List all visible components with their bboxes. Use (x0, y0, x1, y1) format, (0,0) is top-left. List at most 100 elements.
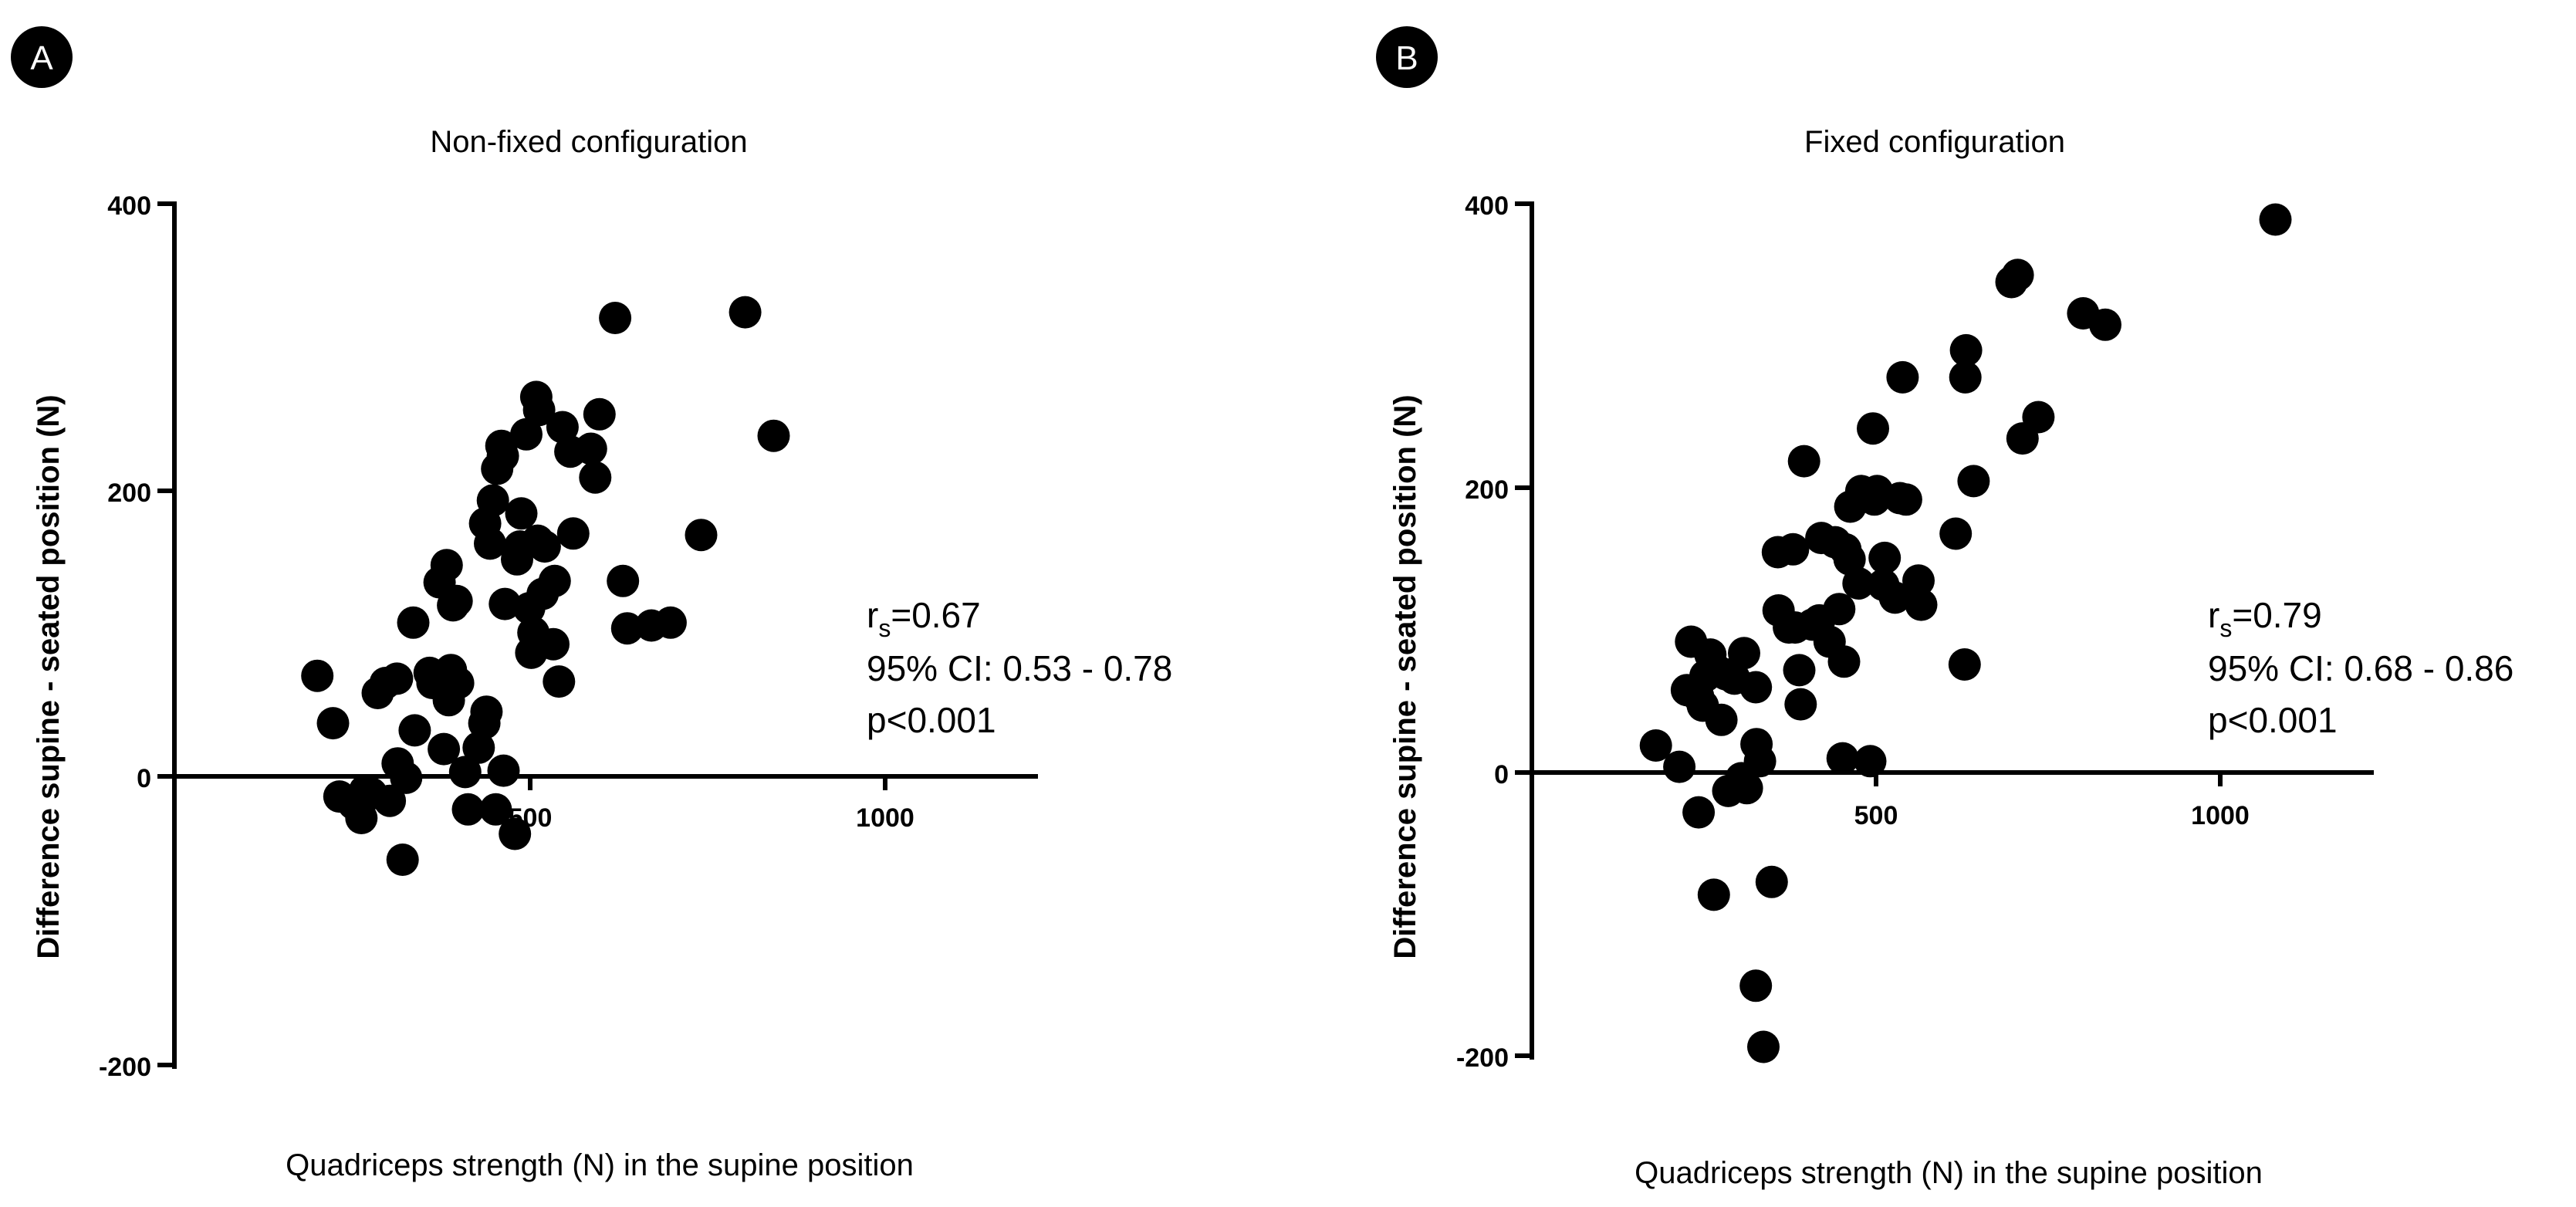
panel-a-points (301, 296, 790, 876)
panel-b-title: Fixed configuration (1804, 125, 2065, 159)
panel-a-y-ticks: 400 200 0 -200 (99, 191, 174, 1082)
panel-a-data-point-57 (546, 411, 579, 444)
panel-b-y-ticks: 400 200 0 -200 (1456, 191, 1532, 1073)
panel-a: A Non-fixed configuration Difference sup… (11, 26, 1172, 1182)
panel-a-r-value: =0.67 (891, 595, 980, 635)
panel-b-data-point-54 (1886, 360, 1919, 394)
panel-a-data-point-39 (487, 754, 520, 787)
panel-a-data-point-21 (430, 549, 463, 582)
panel-b-data-point-2 (1663, 750, 1696, 783)
panel-a-data-point-53 (528, 530, 561, 563)
panel-a-data-point-11 (380, 662, 414, 695)
panel-a-x-ticks: 500 1000 (509, 776, 914, 833)
panel-b-data-point-60 (1949, 360, 1982, 394)
panel-b-data-point-47 (1857, 412, 1889, 445)
panel-a-data-point-54 (537, 627, 570, 661)
panel-b-correlation: rs=0.79 (2208, 595, 2322, 642)
panel-a-y-tick-label-200: 200 (107, 478, 151, 508)
panel-a-data-point-51 (522, 394, 556, 427)
panel-b-data-point-39 (1826, 742, 1859, 775)
panel-a-y-axis-title: Difference supine - seated position (N) (32, 394, 66, 958)
panel-a-data-point-61 (579, 461, 612, 494)
panel-a-x-axis-title: Quadriceps strength (N) in the supine po… (286, 1148, 914, 1182)
panel-b-data-point-18 (1730, 772, 1763, 805)
panel-b-y-axis-title: Difference supine - seated position (N) (1388, 394, 1422, 958)
panel-b-r-subscript: s (2219, 614, 2232, 642)
panel-b-data-point-31 (1784, 688, 1817, 721)
panel-b-data-point-58 (1939, 517, 1973, 550)
panel-a-x-tick-label-1000: 1000 (856, 803, 914, 833)
panel-b-data-point-30 (1783, 654, 1816, 687)
panel-b-data-point-55 (1889, 483, 1922, 516)
panel-b-y-tick-label-400: 400 (1465, 191, 1509, 221)
panel-b-r-value: =0.79 (2232, 595, 2321, 635)
panel-a-data-point-20 (428, 732, 461, 766)
panel-b-data-point-10 (1697, 878, 1730, 911)
panel-a-data-point-44 (505, 497, 538, 530)
panel-b-p-value: p<0.001 (2208, 700, 2338, 740)
panel-a-data-point-55 (538, 564, 571, 597)
panel-a-y-tick-label-400: 400 (107, 191, 151, 221)
panel-a-data-point-14 (390, 761, 423, 794)
panel-b-data-point-1 (1639, 729, 1672, 762)
panel-b-data-point-69 (2259, 203, 2292, 236)
panel-a-data-point-33 (474, 527, 506, 560)
panel-a-data-point-70 (757, 419, 790, 452)
panel-b-data-point-32 (1787, 445, 1820, 478)
panel-a-data-point-10 (374, 784, 407, 817)
panel-b-data-point-6 (1682, 796, 1716, 829)
panel-a-data-point-1 (301, 659, 334, 692)
panel-a-r-subscript: s (878, 614, 891, 642)
panel-a-badge (11, 26, 73, 88)
panel-a-y-tick-label-0: 0 (137, 764, 151, 793)
panel-b-data-point-52 (1878, 581, 1912, 614)
panel-a-label: A (30, 39, 53, 77)
panel-a-data-point-68 (685, 519, 718, 552)
panel-a-title: Non-fixed configuration (430, 125, 747, 159)
panel-a-data-point-2 (316, 707, 350, 740)
panel-a-data-point-5 (345, 802, 378, 834)
panel-b-data-point-56 (1902, 564, 1935, 597)
panel-a-data-point-13 (386, 844, 419, 876)
panel-a-data-point-16 (398, 714, 431, 747)
panel-b-data-point-20 (1739, 969, 1773, 1002)
panel-b-y-tick-label-200: 200 (1465, 475, 1509, 505)
panel-b-r-prefix: r (2208, 595, 2219, 635)
panel-a-y-tick-label-minus-200: -200 (99, 1053, 151, 1082)
panel-a-data-point-27 (448, 756, 482, 789)
panel-a-data-point-56 (543, 665, 576, 698)
panel-b-data-point-24 (1755, 865, 1788, 898)
panel-a-data-point-64 (607, 564, 640, 597)
panel-b-y-tick-label-minus-200: -200 (1456, 1043, 1509, 1073)
panel-b-badge (1376, 26, 1438, 88)
panel-a-data-point-62 (583, 397, 616, 431)
panel-b-data-point-62 (1957, 465, 1990, 498)
panel-a-data-point-59 (556, 517, 590, 550)
panel-a-data-point-63 (599, 302, 632, 334)
panel-a-data-point-67 (654, 606, 687, 639)
panel-b-data-point-28 (1776, 532, 1810, 566)
panel-a-data-point-41 (499, 817, 532, 850)
panel-b-data-point-51 (1868, 541, 1902, 574)
panel-b-y-tick-label-0: 0 (1494, 760, 1509, 789)
panel-b-confidence-interval: 95% CI: 0.68 - 0.86 (2208, 648, 2513, 688)
panel-b-data-point-46 (1854, 745, 1887, 778)
panel-b-data-point-44 (1842, 567, 1875, 600)
panel-b-label: B (1395, 39, 1418, 77)
panel-a-data-point-34 (476, 484, 509, 517)
panel-b-data-point-23 (1747, 1030, 1780, 1063)
panel-a-data-point-45 (510, 418, 543, 451)
panel-a-data-point-60 (574, 432, 607, 465)
panel-b-data-point-59 (1948, 648, 1981, 681)
panel-b-x-ticks: 500 1000 (1854, 773, 2250, 830)
panel-b-data-point-61 (1949, 333, 1983, 367)
panel-a-data-point-65 (610, 612, 644, 645)
panel-b-data-point-17 (1728, 637, 1760, 670)
panel-b-data-point-66 (2022, 401, 2055, 434)
panel-a-data-point-25 (440, 584, 473, 617)
panel-a-data-point-38 (486, 439, 519, 472)
panel-a-data-point-26 (441, 667, 475, 699)
panel-a-data-point-15 (397, 606, 430, 639)
panel-b: B Fixed configuration Difference supine … (1376, 26, 2513, 1190)
panel-b-x-axis-title: Quadriceps strength (N) in the supine po… (1635, 1156, 2263, 1190)
